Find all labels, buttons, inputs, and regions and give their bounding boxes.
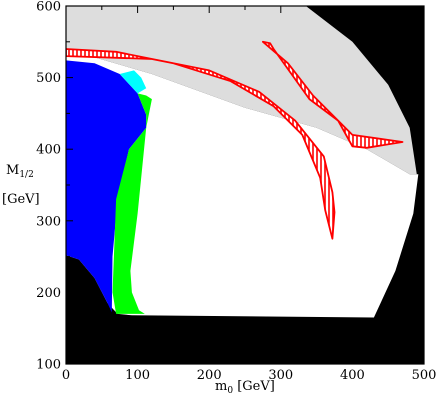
x-tick-label: 100	[125, 368, 150, 383]
hatched-band-long_band	[66, 48, 336, 240]
hatched-band-loop_band	[261, 40, 404, 149]
y-tick-label: 300	[36, 214, 61, 229]
region-cyan	[119, 70, 147, 94]
region-green	[112, 93, 152, 314]
x-tick-label: 400	[340, 368, 365, 383]
y-tick-label: 100	[36, 358, 61, 373]
x-tick-labels: 0 100 200 300 400 500	[62, 368, 436, 383]
x-tick-label: 500	[412, 368, 436, 383]
x-tick-label: 200	[197, 368, 222, 383]
region-white	[66, 49, 419, 318]
x-tick-label: 0	[62, 368, 70, 383]
x-tick-label: 300	[268, 368, 293, 383]
region-gray	[66, 6, 417, 175]
y-tick-labels: 100 200 300 400 500 600	[36, 0, 61, 373]
y-axis-unit: [GeV]	[2, 192, 40, 207]
hatched-bands-layer	[66, 40, 404, 240]
regions-layer	[66, 6, 424, 364]
y-tick-label: 400	[36, 143, 61, 158]
y-tick-label: 500	[36, 71, 61, 86]
y-axis-title: M1/2	[6, 163, 34, 180]
region-blue	[66, 60, 147, 313]
x-axis-title: m0 [GeV]	[215, 379, 275, 396]
y-tick-label: 200	[36, 286, 61, 301]
axis-ticks	[65, 5, 425, 365]
y-tick-label: 600	[36, 0, 61, 15]
